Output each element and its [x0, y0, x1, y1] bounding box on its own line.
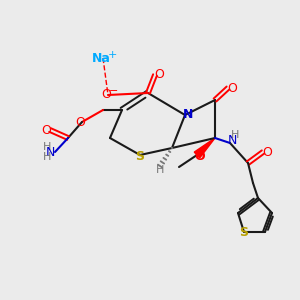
Text: O: O	[41, 124, 51, 136]
Text: H: H	[43, 142, 51, 152]
Polygon shape	[194, 138, 215, 158]
Text: S: S	[239, 226, 248, 239]
Text: O: O	[262, 146, 272, 158]
Text: O: O	[154, 68, 164, 82]
Text: O: O	[227, 82, 237, 94]
Text: −: −	[109, 86, 119, 96]
Text: +: +	[107, 50, 117, 60]
Text: H: H	[156, 165, 164, 175]
Text: O: O	[195, 149, 205, 163]
Text: N: N	[227, 134, 237, 148]
Text: N: N	[45, 146, 55, 158]
Text: Na: Na	[92, 52, 110, 64]
Text: H: H	[231, 130, 239, 140]
Text: S: S	[136, 149, 145, 163]
Text: H: H	[43, 152, 51, 162]
Text: O: O	[75, 116, 85, 128]
Text: O: O	[101, 88, 111, 101]
Text: N: N	[183, 109, 193, 122]
